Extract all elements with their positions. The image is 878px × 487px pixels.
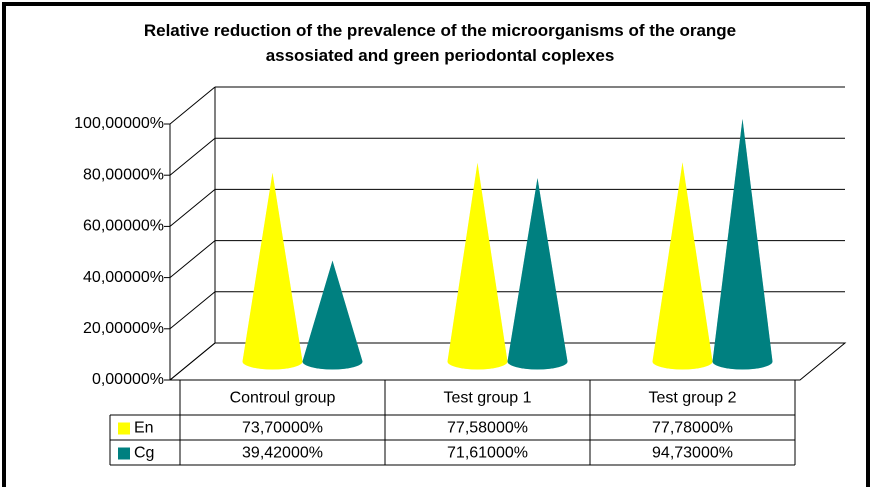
y-tick-label: 80,00000%	[83, 166, 164, 183]
data-label: 71,61000%	[447, 445, 528, 462]
data-label: 39,42000%	[242, 445, 323, 462]
x-tick-label: Test group 1	[443, 390, 531, 407]
grid-line	[169, 137, 216, 176]
grid-line	[169, 342, 216, 381]
cone-shade	[242, 172, 303, 370]
cone-shade	[302, 260, 363, 370]
y-tick-label: 20,00000%	[83, 320, 164, 337]
x-tick-label: Controul group	[230, 390, 336, 407]
y-tick-label: 60,00000%	[83, 218, 164, 235]
grid-line	[169, 291, 216, 330]
legend-label: En	[134, 420, 154, 437]
data-label: 94,73000%	[652, 445, 733, 462]
chart-title: Relative reduction of the prevalence of …	[143, 21, 737, 65]
grid-line	[169, 86, 216, 125]
data-label: 73,70000%	[242, 420, 323, 437]
x-tick-label: Test group 2	[648, 390, 736, 407]
y-tick-label: 0,00000%	[92, 371, 164, 388]
cone-shade	[507, 178, 568, 370]
legend-key	[118, 447, 130, 460]
cone-shade	[712, 118, 773, 370]
data-label: 77,78000%	[652, 420, 733, 437]
grid-line	[169, 189, 216, 227]
y-tick-label: 40,00000%	[83, 269, 164, 286]
grid-line	[169, 240, 216, 278]
legend-label: Cg	[134, 445, 154, 462]
legend-key	[118, 422, 130, 435]
cone-shade	[447, 162, 508, 370]
y-tick-label: 100,00000%	[74, 115, 164, 132]
cone-shade	[652, 162, 713, 370]
data-label: 77,58000%	[447, 420, 528, 437]
